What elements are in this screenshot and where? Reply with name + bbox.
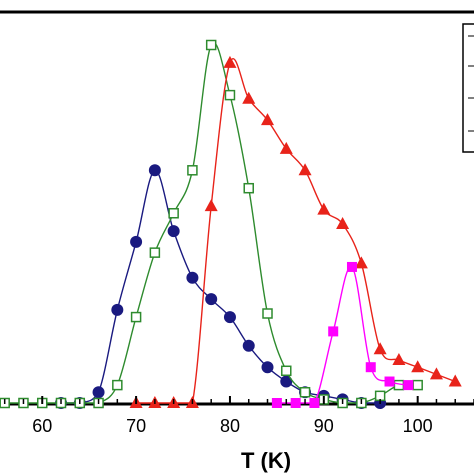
data-point (261, 113, 275, 126)
data-point (346, 261, 357, 272)
data-point (309, 398, 320, 408)
data-point (373, 342, 387, 355)
data-point (271, 398, 282, 408)
data-point (205, 293, 218, 306)
data-point (261, 361, 274, 374)
data-point (262, 308, 273, 319)
data-point (168, 208, 179, 219)
data-point (298, 163, 312, 176)
data-point (328, 326, 339, 337)
data-point (130, 235, 143, 248)
series-line (61, 169, 381, 404)
data-point (412, 379, 423, 391)
data-point (112, 379, 123, 391)
data-point (148, 164, 161, 177)
data-point (223, 311, 236, 324)
data-point (224, 89, 236, 101)
x-tick-label: 80 (220, 416, 240, 436)
x-axis: 60 70 80 90 100 (3, 396, 474, 436)
data-point (279, 141, 293, 154)
data-point (392, 353, 406, 366)
data-point (384, 376, 395, 387)
data-point (354, 256, 368, 269)
data-point (403, 380, 414, 391)
plot-frame (0, 10, 474, 406)
data-point (187, 165, 198, 176)
data-point (429, 367, 443, 380)
series-line (136, 58, 456, 404)
x-tick-label: 60 (32, 416, 52, 436)
data-point (167, 225, 180, 238)
data-point (290, 398, 301, 408)
data-point (411, 360, 425, 373)
data-point (317, 202, 331, 215)
series-line (4, 41, 418, 404)
x-axis-title: T (K) (241, 448, 291, 473)
data-point (242, 91, 256, 104)
data-point (92, 386, 105, 399)
x-tick-label: 100 (403, 416, 433, 436)
data-point (243, 182, 254, 194)
legend-box (462, 23, 474, 153)
legend-swatches (468, 35, 474, 132)
data-point (365, 362, 376, 373)
data-point (242, 339, 255, 352)
data-point (111, 303, 124, 316)
data-point (374, 390, 386, 402)
data-point (281, 365, 292, 377)
data-point (299, 387, 311, 398)
data-point (205, 39, 217, 51)
series-layer (0, 39, 462, 409)
data-point (186, 271, 199, 284)
data-point (149, 247, 161, 258)
data-point (280, 375, 293, 388)
data-point (448, 374, 462, 387)
data-point (130, 311, 142, 323)
x-tick-label: 70 (126, 416, 146, 436)
x-tick-label: 90 (314, 416, 334, 436)
data-point (336, 217, 350, 229)
data-point (204, 199, 218, 212)
data-point (223, 55, 237, 68)
